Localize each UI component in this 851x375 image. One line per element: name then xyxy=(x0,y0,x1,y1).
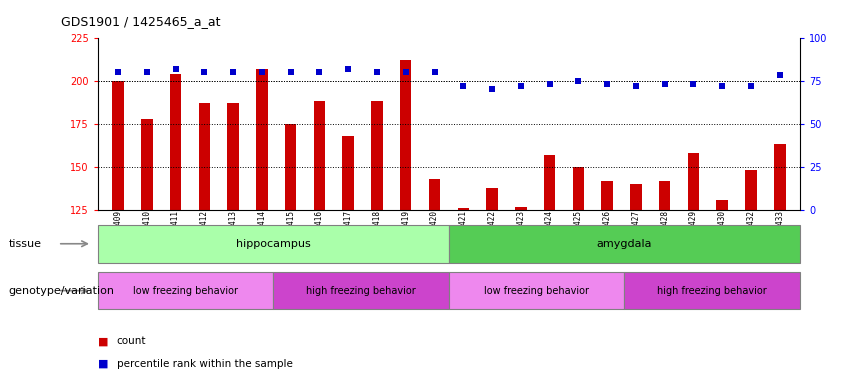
Bar xyxy=(98,272,273,309)
Bar xyxy=(659,181,671,210)
Bar xyxy=(745,170,757,210)
Text: GDS1901 / 1425465_a_at: GDS1901 / 1425465_a_at xyxy=(60,15,220,28)
Point xyxy=(284,69,298,75)
Bar xyxy=(342,136,354,210)
Bar xyxy=(429,179,440,210)
Text: genotype/variation: genotype/variation xyxy=(9,286,115,296)
Bar xyxy=(314,101,325,210)
Bar xyxy=(256,69,267,210)
Text: low freezing behavior: low freezing behavior xyxy=(133,286,238,296)
Point xyxy=(629,83,643,89)
Point xyxy=(341,66,355,72)
Bar xyxy=(227,103,239,210)
Text: ■: ■ xyxy=(98,359,108,369)
Bar xyxy=(449,225,800,262)
Point xyxy=(399,69,413,75)
Bar xyxy=(458,208,469,210)
Text: high freezing behavior: high freezing behavior xyxy=(657,286,767,296)
Point xyxy=(543,81,557,87)
Point xyxy=(140,69,153,75)
Point xyxy=(485,86,499,92)
Text: high freezing behavior: high freezing behavior xyxy=(306,286,416,296)
Bar xyxy=(573,167,584,210)
Bar xyxy=(198,103,210,210)
Point xyxy=(745,83,758,89)
Point xyxy=(255,69,269,75)
Bar xyxy=(273,272,448,309)
Text: low freezing behavior: low freezing behavior xyxy=(484,286,589,296)
Text: amygdala: amygdala xyxy=(597,239,652,249)
Point xyxy=(197,69,211,75)
Bar xyxy=(544,155,556,210)
Point xyxy=(514,83,528,89)
Point xyxy=(370,69,384,75)
Bar xyxy=(449,272,625,309)
Point xyxy=(456,83,470,89)
Point xyxy=(312,69,326,75)
Point xyxy=(600,81,614,87)
Point xyxy=(716,83,729,89)
Text: ■: ■ xyxy=(98,336,108,346)
Bar xyxy=(774,144,785,210)
Bar xyxy=(371,101,383,210)
Bar xyxy=(170,74,181,210)
Bar xyxy=(400,60,412,210)
Bar xyxy=(486,188,498,210)
Point xyxy=(168,66,182,72)
Point xyxy=(428,69,442,75)
Point xyxy=(773,72,786,78)
Point xyxy=(572,78,585,84)
Bar xyxy=(631,184,642,210)
Bar xyxy=(98,225,449,262)
Bar xyxy=(602,181,613,210)
Point xyxy=(226,69,240,75)
Text: hippocampus: hippocampus xyxy=(236,239,311,249)
Point xyxy=(111,69,125,75)
Point xyxy=(658,81,671,87)
Point xyxy=(687,81,700,87)
Text: count: count xyxy=(117,336,146,346)
Bar xyxy=(112,81,123,210)
Bar xyxy=(285,124,296,210)
Text: tissue: tissue xyxy=(9,239,42,249)
Bar xyxy=(717,200,728,210)
Bar xyxy=(625,272,800,309)
Bar xyxy=(688,153,700,210)
Bar xyxy=(141,118,152,210)
Text: percentile rank within the sample: percentile rank within the sample xyxy=(117,359,293,369)
Bar xyxy=(515,207,527,210)
